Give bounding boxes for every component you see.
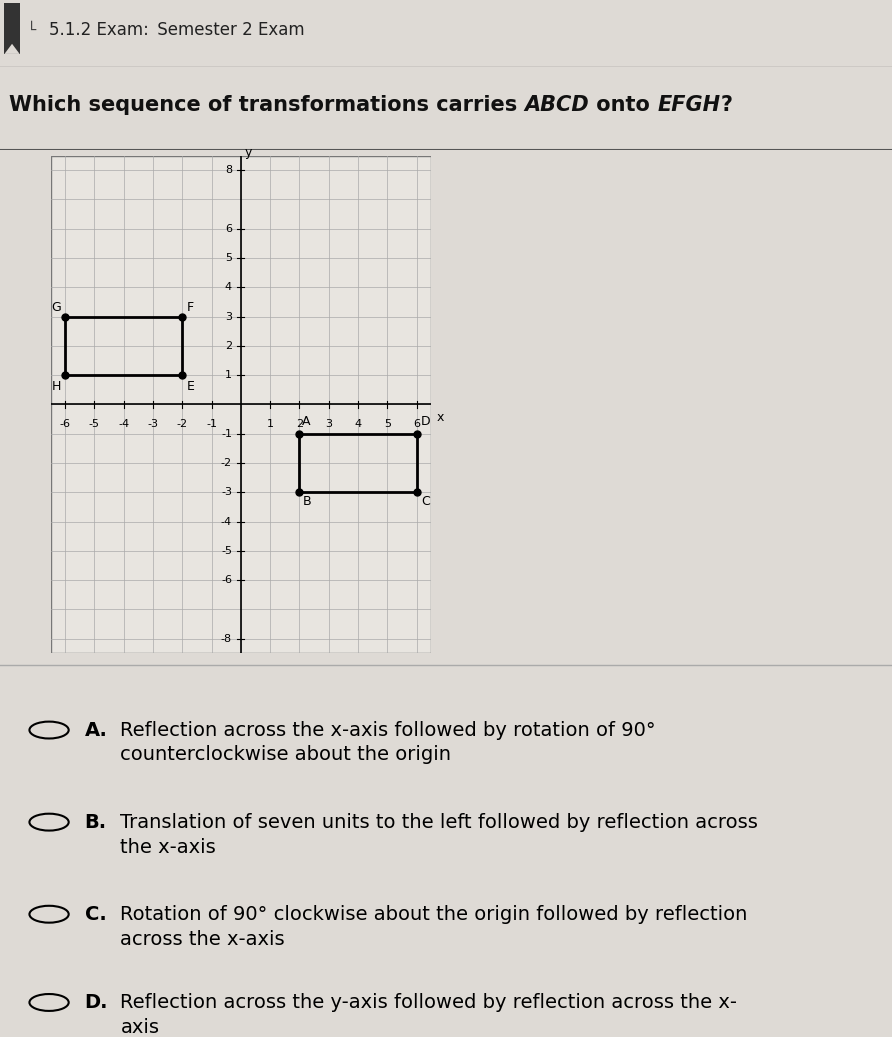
Text: -5: -5 xyxy=(89,419,100,429)
Text: G: G xyxy=(51,301,61,313)
Text: D: D xyxy=(421,415,431,428)
Text: Translation of seven units to the left followed by reflection across: Translation of seven units to the left f… xyxy=(120,813,758,832)
Text: -1: -1 xyxy=(206,419,217,429)
Text: C: C xyxy=(421,496,430,508)
Text: onto: onto xyxy=(590,94,657,115)
Text: 5.1.2 Exam: Semester 2 Exam: 5.1.2 Exam: Semester 2 Exam xyxy=(49,22,305,39)
Text: 6: 6 xyxy=(413,419,420,429)
Text: 6: 6 xyxy=(225,224,232,233)
Text: -5: -5 xyxy=(221,545,232,556)
Text: the x-axis: the x-axis xyxy=(120,838,216,857)
Text: -2: -2 xyxy=(177,419,188,429)
Text: ?: ? xyxy=(721,94,732,115)
Text: x: x xyxy=(436,411,443,424)
Text: Reflection across the x-axis followed by rotation of 90°: Reflection across the x-axis followed by… xyxy=(120,721,656,739)
Text: E: E xyxy=(186,380,194,393)
Text: 2: 2 xyxy=(296,419,303,429)
Text: Which sequence of transformations carries: Which sequence of transformations carrie… xyxy=(9,94,524,115)
Text: axis: axis xyxy=(120,1018,160,1037)
Text: -4: -4 xyxy=(221,516,232,527)
Text: A: A xyxy=(302,415,310,428)
Text: H: H xyxy=(52,380,61,393)
Text: C.: C. xyxy=(85,904,106,924)
Text: 4: 4 xyxy=(354,419,361,429)
Text: 1: 1 xyxy=(225,370,232,381)
Text: y: y xyxy=(244,146,252,159)
Text: B.: B. xyxy=(85,813,107,832)
Text: D.: D. xyxy=(85,993,108,1012)
Text: 5: 5 xyxy=(225,253,232,263)
Text: A.: A. xyxy=(85,721,108,739)
Text: 1: 1 xyxy=(267,419,274,429)
Text: 2: 2 xyxy=(225,341,232,351)
Text: 4: 4 xyxy=(225,282,232,292)
Text: EFGH: EFGH xyxy=(657,94,721,115)
Polygon shape xyxy=(4,3,20,54)
Text: -4: -4 xyxy=(118,419,129,429)
Text: 8: 8 xyxy=(225,165,232,175)
Text: across the x-axis: across the x-axis xyxy=(120,929,285,949)
Text: -2: -2 xyxy=(221,458,232,468)
Text: -1: -1 xyxy=(221,428,232,439)
Text: -3: -3 xyxy=(147,419,159,429)
Text: 5: 5 xyxy=(384,419,391,429)
Text: -6: -6 xyxy=(60,419,70,429)
Text: 3: 3 xyxy=(225,311,232,321)
Text: -6: -6 xyxy=(221,576,232,585)
Text: Rotation of 90° clockwise about the origin followed by reflection: Rotation of 90° clockwise about the orig… xyxy=(120,904,747,924)
Text: F: F xyxy=(186,301,194,313)
Text: 3: 3 xyxy=(326,419,332,429)
Polygon shape xyxy=(4,44,20,54)
Text: Reflection across the y-axis followed by reflection across the x-: Reflection across the y-axis followed by… xyxy=(120,993,738,1012)
Text: └: └ xyxy=(27,23,36,37)
Text: -3: -3 xyxy=(221,487,232,498)
Text: counterclockwise about the origin: counterclockwise about the origin xyxy=(120,746,451,764)
Text: -8: -8 xyxy=(221,634,232,644)
Text: ABCD: ABCD xyxy=(524,94,590,115)
Text: B: B xyxy=(302,496,311,508)
